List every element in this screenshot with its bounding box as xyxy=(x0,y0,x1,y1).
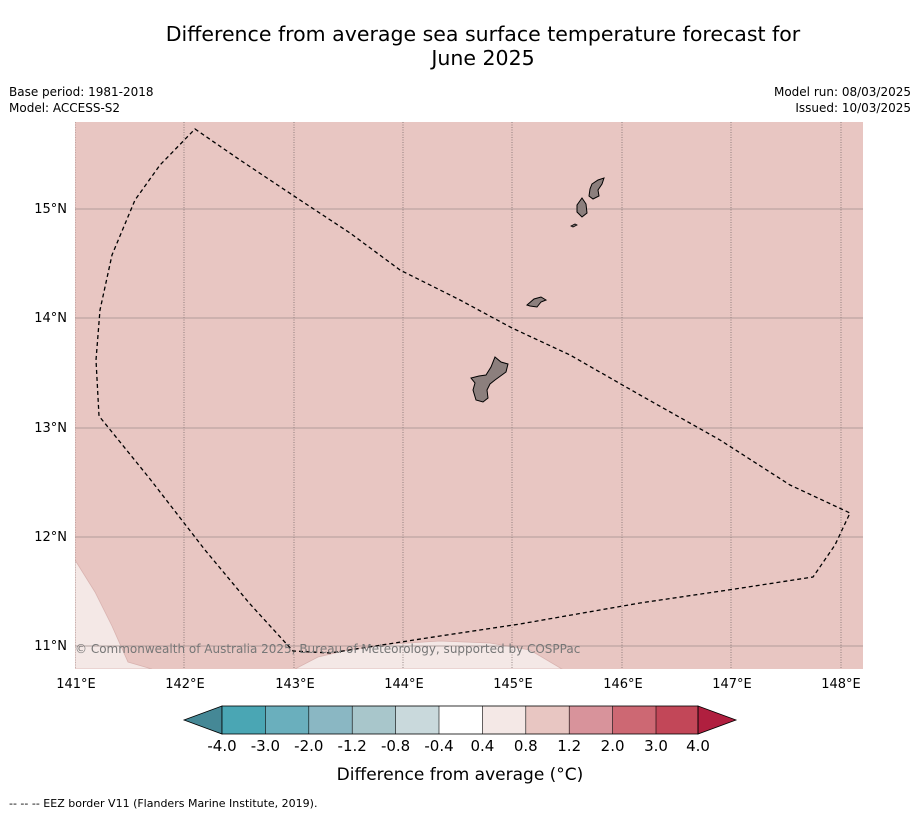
colorbar-label-4: -1.2 xyxy=(338,737,367,755)
chart-title: Difference from average sea surface temp… xyxy=(0,22,919,70)
colorbar-bin-10 xyxy=(612,706,656,734)
island-rota xyxy=(526,296,548,308)
lon-tick-146: 146°E xyxy=(603,677,643,692)
colorbar-bin-9 xyxy=(569,706,613,734)
colorbar-bin-11 xyxy=(656,706,698,734)
colorbar-title: Difference from average (°C) xyxy=(337,765,584,785)
colorbar-bin-5 xyxy=(395,706,439,734)
colorbar-bin-1 xyxy=(222,706,266,734)
lon-tick-144: 144°E xyxy=(384,677,424,692)
meta-left: Base period: 1981-2018 Model: ACCESS-S2 xyxy=(9,84,154,116)
colorbar-label-12: 4.0 xyxy=(686,737,710,755)
island-aguijan xyxy=(570,223,578,228)
colorbar-label-8: 0.8 xyxy=(514,737,538,755)
lat-tick-14: 14°N xyxy=(34,311,67,326)
gridlines xyxy=(75,122,842,669)
colorbar-label-10: 2.0 xyxy=(601,737,625,755)
map-credit: © Commonwealth of Australia 2025, Bureau… xyxy=(75,642,580,656)
title-line-1: Difference from average sea surface temp… xyxy=(165,22,801,46)
model-run: Model run: 08/03/2025 xyxy=(773,85,911,99)
lat-tick-12: 12°N xyxy=(34,530,67,545)
lat-tick-labels: 15°N 14°N 13°N 12°N 11°N xyxy=(34,202,67,654)
island-tinian xyxy=(576,197,588,218)
lon-tick-148: 148°E xyxy=(821,677,861,692)
colorbar-label-9: 1.2 xyxy=(557,737,581,755)
colorbar-bin-8 xyxy=(525,706,570,734)
lon-tick-147: 147°E xyxy=(712,677,752,692)
title-line-2: June 2025 xyxy=(431,46,535,70)
colorbar-extend-high xyxy=(697,705,738,735)
colorbar-bin-4 xyxy=(352,706,396,734)
lon-tick-143: 143°E xyxy=(275,677,315,692)
model-name: Model: ACCESS-S2 xyxy=(9,101,121,115)
colorbar: -4.0 -3.0 -2.0 -1.2 -0.8 -0.4 0.4 0.8 1.… xyxy=(182,705,738,785)
colorbar-label-6: -0.4 xyxy=(424,737,453,755)
colorbar-extend-low xyxy=(182,705,223,735)
lon-tick-labels: 141°E 142°E 143°E 144°E 145°E 146°E 147°… xyxy=(56,677,861,692)
colorbar-label-1: -4.0 xyxy=(207,737,236,755)
lon-tick-145: 145°E xyxy=(493,677,533,692)
colorbar-bin-2 xyxy=(265,706,309,734)
lat-tick-11: 11°N xyxy=(34,639,67,654)
colorbar-bin-6 xyxy=(439,706,483,734)
base-period: Base period: 1981-2018 xyxy=(9,85,154,99)
lon-tick-142: 142°E xyxy=(165,677,205,692)
colorbar-dividers xyxy=(265,706,657,734)
lat-tick-13: 13°N xyxy=(34,421,67,436)
meta-right: Model run: 08/03/2025 Issued: 10/03/2025 xyxy=(774,84,911,116)
issued-date: Issued: 10/03/2025 xyxy=(795,101,911,115)
eez-border xyxy=(95,128,851,654)
anomaly-region-light-west xyxy=(75,559,153,669)
colorbar-label-3: -2.0 xyxy=(294,737,323,755)
eez-footnote: -- -- -- EEZ border V11 (Flanders Marine… xyxy=(9,797,318,810)
colorbar-frame xyxy=(221,705,699,735)
colorbar-label-5: -0.8 xyxy=(381,737,410,755)
lon-tick-141: 141°E xyxy=(56,677,96,692)
map-background xyxy=(75,122,863,669)
anomaly-region-light-south xyxy=(294,640,563,669)
colorbar-label-11: 3.0 xyxy=(644,737,668,755)
colorbar-label-7: 0.4 xyxy=(470,737,494,755)
island-guam xyxy=(470,356,509,403)
colorbar-label-2: -3.0 xyxy=(251,737,280,755)
colorbar-bin-7 xyxy=(482,706,526,734)
island-saipan xyxy=(588,177,605,200)
colorbar-bin-3 xyxy=(308,706,353,734)
lat-tick-15: 15°N xyxy=(34,202,67,217)
gridlines-lat xyxy=(75,208,863,647)
